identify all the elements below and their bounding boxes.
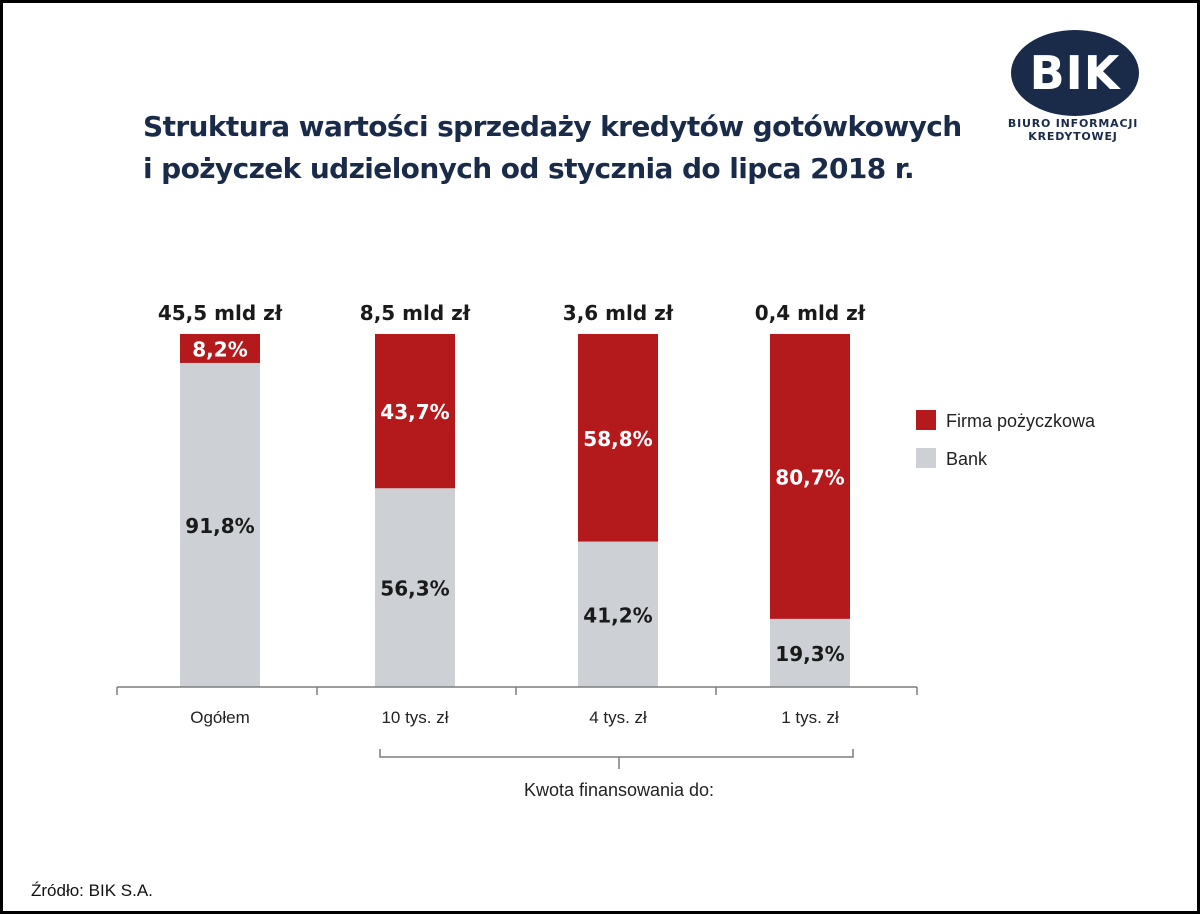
source-note: Źródło: BIK S.A. [31,881,153,900]
bik-logo-subtitle: BIURO INFORMACJI KREDYTOWEJ [1007,117,1139,143]
data-label-bank-2: 56,3% [380,577,449,601]
stacked-bar-chart: 91,8% 8,2% 45,5 mld zł Ogółem 56,3% 43,7% 8,5 … [116,301,1096,800]
legend-swatch-firma [916,410,936,430]
group-label: Kwota finansowania do: [524,780,714,800]
bar-bank-4 [770,618,850,687]
data-label-firma-2: 43,7% [380,400,449,424]
x-tick-label-2: 10 tys. zł [381,708,448,727]
legend-label-bank: Bank [946,449,988,469]
x-tick-label-4: 1 tys. zł [781,708,839,727]
bar-bank-1 [180,362,260,687]
bar-firma-4 [770,334,850,619]
bar-firma-2 [375,334,455,489]
data-label-firma-3: 58,8% [583,427,652,451]
bar-firma-3 [578,334,658,542]
total-label-3: 3,6 mld zł [563,301,674,325]
legend-label-firma: Firma pożyczkowa [946,411,1096,431]
total-label-2: 8,5 mld zł [360,301,471,325]
data-label-firma-1: 8,2% [192,337,247,361]
data-label-bank-1: 91,8% [185,514,254,538]
bar-bank-2 [375,488,455,687]
x-tick-label-1: Ogółem [190,708,250,727]
legend-swatch-bank [916,448,936,468]
bar-bank-3 [578,541,658,687]
x-tick-label-3: 4 tys. zł [589,708,647,727]
data-label-bank-3: 41,2% [583,603,652,627]
chart-title-line-1: Struktura wartości sprzedaży kredytów go… [143,110,962,143]
total-label-1: 45,5 mld zł [158,301,283,325]
bik-logo: BIK BIURO INFORMACJI KREDYTOWEJ [971,30,1175,143]
group-bracket [379,749,854,758]
bar-firma-1 [180,334,260,363]
total-label-4: 0,4 mld zł [755,301,866,325]
bik-logo-mark: BIK [1011,30,1139,116]
chart-title: Struktura wartości sprzedaży kredytów go… [143,106,962,190]
chart-title-line-2: i pożyczek udzielonych od stycznia do li… [143,152,915,185]
data-label-firma-4: 80,7% [775,465,844,489]
data-label-bank-4: 19,3% [775,642,844,666]
